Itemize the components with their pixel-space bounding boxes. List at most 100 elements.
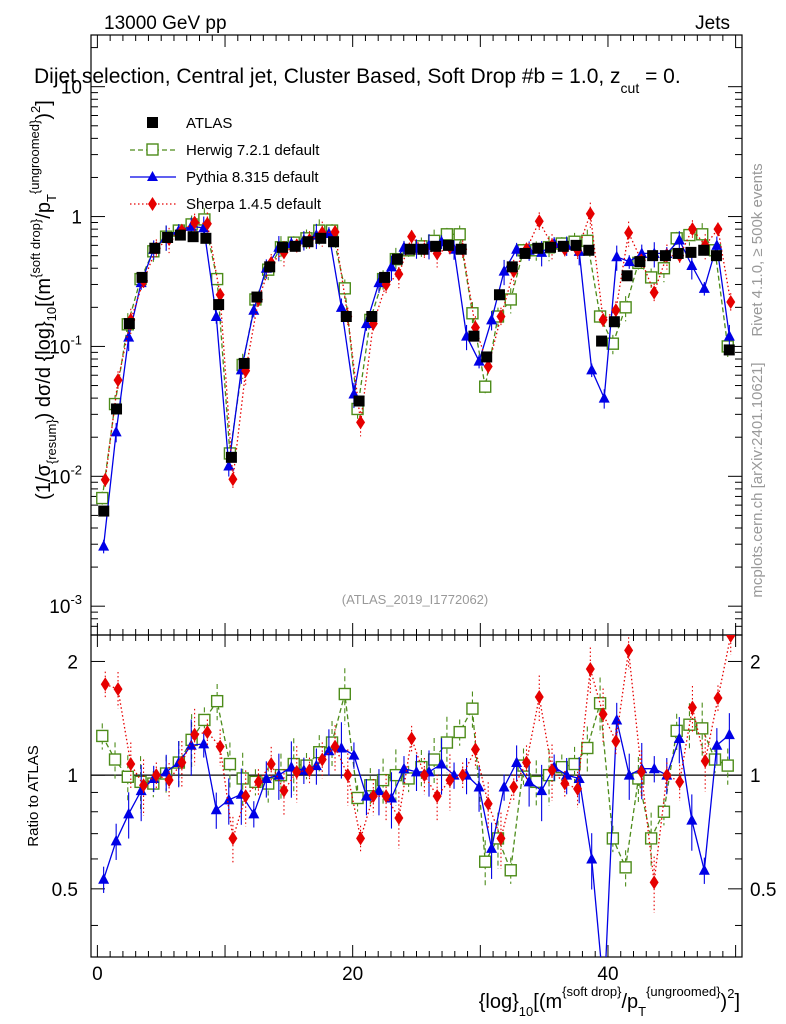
ratio-point-sherpa	[394, 811, 404, 826]
ratio-point-herwig	[453, 725, 466, 739]
point-sherpa	[585, 206, 595, 221]
legend-herwig-marker	[146, 143, 159, 156]
ratio-point-herwig	[479, 855, 492, 868]
point-atlas	[519, 247, 531, 259]
y-tick-label: 10-3	[49, 592, 82, 618]
point-atlas	[685, 246, 697, 258]
point-atlas	[442, 239, 454, 251]
ratio-point-pythia	[185, 739, 197, 750]
point-atlas	[608, 316, 620, 328]
ratio-point-sherpa	[458, 768, 468, 783]
ratio-point-sherpa	[407, 731, 417, 746]
point-pythia	[623, 255, 635, 267]
ratio-point-pythia	[110, 834, 122, 846]
point-pythia	[498, 265, 510, 276]
point-sherpa	[330, 225, 340, 240]
ratio-point-herwig	[466, 702, 479, 715]
ratio-point-sherpa	[202, 725, 212, 740]
ratio-point-sherpa	[509, 780, 519, 795]
ratio-series-pythia	[98, 702, 735, 957]
legend-herwig-label: Herwig 7.2.1 default	[186, 142, 320, 159]
ratio-point-sherpa	[100, 677, 110, 692]
ratio-point-pythia	[123, 807, 135, 819]
ratio-point-pythia	[623, 769, 635, 780]
process-label: Jets	[695, 13, 730, 34]
point-atlas	[481, 351, 493, 363]
rivet-version-label: Rivet 4.1.0, ≥ 500k events	[749, 163, 766, 336]
point-pythia	[210, 310, 222, 322]
ratio-point-sherpa	[496, 831, 506, 846]
point-atlas	[366, 311, 378, 323]
point-atlas	[225, 451, 237, 463]
x-axis-label: {log}10[(m{soft drop}/pT{ungroomed})2]	[479, 984, 740, 1019]
legend-pythia-marker	[147, 171, 158, 181]
point-atlas	[532, 242, 544, 254]
ratio-point-pythia	[436, 758, 448, 769]
ratio-point-pythia	[210, 803, 222, 815]
ratio-point-sherpa	[419, 768, 429, 783]
y-tick-label: 10-1	[49, 332, 82, 358]
legend-sherpa-marker	[148, 197, 157, 211]
ratio-point-herwig	[108, 753, 122, 766]
x-tick-label: 40	[597, 964, 618, 985]
point-pythia	[686, 259, 698, 270]
point-pythia	[598, 392, 610, 403]
ratio-point-sherpa	[470, 742, 480, 757]
point-sherpa	[228, 472, 238, 487]
point-sherpa	[687, 222, 697, 237]
ratio-point-sherpa	[330, 739, 340, 754]
point-sherpa	[356, 415, 366, 430]
ratio-point-sherpa	[113, 682, 123, 697]
point-sherpa	[394, 267, 404, 282]
ratio-point-sherpa	[560, 776, 570, 791]
ratio-point-sherpa	[139, 778, 149, 793]
ratio-point-herwig	[568, 757, 581, 771]
point-sherpa	[190, 215, 200, 230]
ratio-point-pythia	[260, 772, 272, 783]
point-sherpa	[215, 287, 225, 302]
ratio-point-sherpa	[177, 755, 187, 770]
point-herwig	[453, 228, 466, 241]
point-atlas	[468, 330, 480, 342]
ratio-point-sherpa	[534, 690, 544, 705]
point-pythia	[673, 233, 685, 245]
ratio-point-herwig	[121, 770, 134, 783]
mcplots-label: mcplots.cern.ch [arXiv:2401.10621]	[749, 362, 766, 597]
ratio-tick-label-right: 1	[750, 766, 761, 787]
point-herwig	[581, 234, 594, 248]
chart-title: Dijet selection, Central jet, Cluster Ba…	[34, 65, 681, 96]
ratio-point-sherpa	[368, 789, 378, 804]
ratio-point-pythia	[648, 762, 660, 774]
point-pythia	[198, 221, 210, 233]
ratio-point-pythia	[335, 741, 347, 753]
x-tick-label: 0	[92, 964, 103, 985]
point-atlas	[111, 403, 123, 415]
ratio-point-herwig	[223, 757, 237, 771]
ratio-series-sherpa	[100, 635, 736, 913]
ratio-point-herwig	[96, 729, 109, 743]
ratio-point-sherpa	[573, 781, 583, 796]
point-atlas	[634, 256, 646, 268]
point-atlas	[391, 253, 403, 265]
ratio-point-pythia	[586, 852, 598, 864]
point-atlas	[302, 236, 314, 248]
data-marks	[96, 202, 736, 957]
point-atlas	[98, 505, 110, 517]
point-atlas	[493, 289, 505, 301]
ratio-point-sherpa	[636, 764, 646, 779]
point-atlas	[200, 232, 212, 244]
ratio-tick-label: 2	[67, 652, 78, 673]
ratio-point-sherpa	[356, 831, 366, 846]
point-atlas	[149, 242, 161, 254]
point-atlas	[404, 243, 416, 255]
ratio-point-pythia	[561, 769, 573, 780]
point-atlas	[545, 241, 557, 253]
ratio-point-pythia	[373, 784, 385, 796]
point-sherpa	[113, 373, 123, 388]
point-atlas	[710, 250, 722, 262]
point-pythia	[723, 330, 735, 341]
ratio-point-herwig	[619, 861, 632, 874]
ratio-point-sherpa	[126, 757, 136, 772]
y-tick-label: 10-2	[49, 462, 82, 488]
ratio-point-herwig	[427, 753, 441, 766]
